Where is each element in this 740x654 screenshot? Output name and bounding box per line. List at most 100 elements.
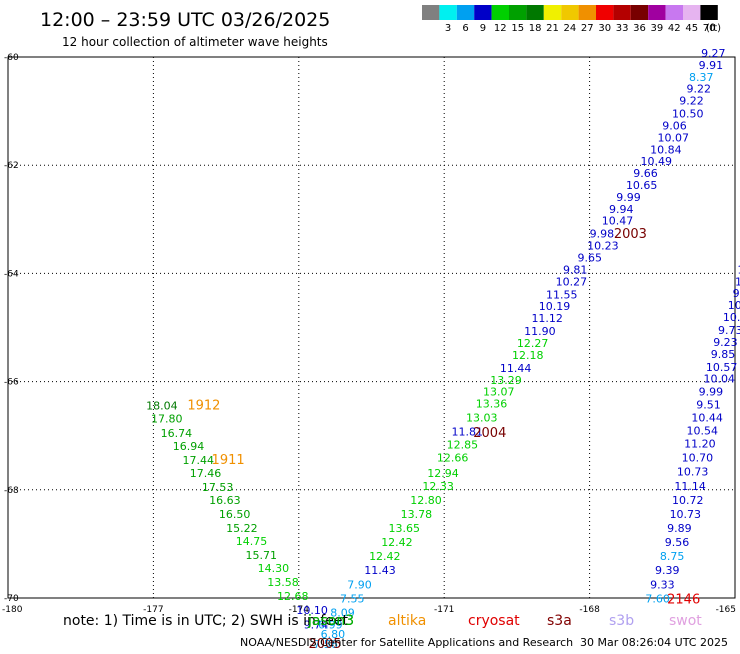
chart-subtitle: 12 hour collection of altimeter wave hei… [62, 35, 328, 49]
pass-time-label: 2005 [308, 637, 341, 650]
wave-height-label: 9.23 [713, 336, 738, 349]
wave-height-label: 9.33 [650, 578, 675, 591]
wave-height-points: 9.279.918.379.229.2210.509.0610.0710.841… [146, 47, 740, 651]
wave-height-label: 7.56 [313, 638, 338, 650]
x-tick-label: -168 [579, 605, 600, 615]
wave-height-label: 9.56 [665, 536, 690, 549]
wave-height-label: 12.42 [381, 536, 413, 549]
x-axis-ticks: -180 -177 -174 -171 -168 -165 [2, 605, 736, 615]
wave-height-label: 10.57 [706, 361, 738, 374]
wave-height-label: 11.81 [451, 426, 483, 439]
wave-height-label: 13.58 [267, 576, 299, 589]
wave-height-label: 15.22 [226, 522, 258, 535]
satellite-name: jason3 [307, 613, 354, 629]
wave-height-label: 13.29 [490, 374, 522, 387]
wave-height-label: 11.44 [500, 362, 531, 375]
legend-swatch-label: 70 [703, 23, 716, 34]
legend-swatch-label: 24 [564, 23, 577, 34]
legend-swatch-label: 36 [633, 23, 646, 34]
pass-time-label: 2004 [473, 426, 506, 441]
legend-swatch [474, 5, 492, 20]
wave-height-label: 12.80 [410, 494, 442, 507]
wave-height-label: 9.39 [655, 564, 680, 577]
satellite-name: s3a [547, 613, 572, 629]
wave-height-label: 17.80 [151, 413, 183, 426]
legend-swatch-label: 15 [511, 23, 524, 34]
y-tick-label: -62 [4, 161, 19, 171]
legend-swatch [526, 5, 544, 20]
wave-height-label: 9.74 [304, 618, 329, 631]
wave-height-label: 10.73 [677, 466, 709, 479]
wave-height-label: 10.33 [728, 299, 740, 312]
legend-swatch [509, 5, 527, 20]
wave-height-label: 11.20 [684, 438, 716, 451]
wave-height-label: 17.46 [190, 467, 222, 480]
footer-timestamp: 30 Mar 08:26:04 UTC 2025 [580, 636, 728, 649]
wave-height-label: 12.66 [437, 452, 469, 465]
wave-height-label: 10.23 [587, 240, 619, 253]
wave-height-label: 6.99 [318, 618, 343, 631]
pass-time-label: 1911 [212, 453, 245, 468]
wave-height-label: 10.84 [650, 143, 682, 156]
pass-time-label: 2146 [667, 592, 700, 607]
wave-height-label: 10.49 [640, 155, 672, 168]
wave-height-label: 10.04 [703, 373, 735, 386]
legend-swatch [596, 5, 614, 20]
wave-height-label: 12.68 [277, 590, 309, 603]
y-tick-label: -64 [4, 269, 19, 279]
chart-title: 12:00 – 23:59 UTC 03/26/2025 [40, 9, 330, 31]
wave-height-label: 8.09 [330, 606, 355, 619]
wave-height-label: 11.55 [546, 288, 578, 301]
wave-height-label: 16.74 [161, 427, 193, 440]
wave-height-label: 10.29 [735, 275, 740, 288]
wave-height-label: 9.27 [701, 47, 726, 60]
legend-swatch-label: 42 [668, 23, 681, 34]
satellite-name: cryosat [468, 613, 520, 629]
satellite-name: swot [669, 613, 702, 629]
wave-height-label: 7.55 [340, 592, 365, 605]
satellite-name: altika [388, 613, 426, 629]
x-tick-label: -171 [434, 605, 454, 615]
legend-swatch [578, 5, 596, 20]
y-tick-label: -66 [4, 378, 19, 388]
wave-height-label: 11.43 [364, 564, 396, 577]
legend-swatch [683, 5, 701, 20]
x-tick-label: -180 [2, 605, 23, 615]
legend-swatch [439, 5, 457, 20]
legend-swatch-label: 9 [480, 23, 486, 34]
wave-height-label: 12.27 [517, 337, 549, 350]
y-axis-ticks: -60 -62 -64 -66 -68 -70 [4, 53, 19, 604]
wave-height-label: 9.51 [696, 399, 721, 412]
wave-height-label: 13.07 [483, 386, 515, 399]
legend-swatch [543, 5, 562, 20]
wave-height-label: 9.81 [563, 263, 588, 276]
wave-height-label: 14.75 [236, 535, 268, 548]
wave-height-label: 10.70 [682, 452, 714, 465]
legend-swatch [561, 5, 579, 20]
legend-swatch-label: 18 [529, 23, 542, 34]
wave-height-label: 8.37 [689, 71, 714, 84]
wave-height-label: 16.94 [173, 440, 205, 453]
legend-swatch [630, 5, 649, 20]
legend-swatch-label: 30 [598, 23, 611, 34]
wave-height-label: 9.22 [679, 95, 704, 108]
legend-swatch-label: 6 [462, 23, 468, 34]
wave-height-label: 9.91 [699, 59, 724, 72]
legend-swatch [456, 5, 475, 20]
wave-height-label: 16.50 [219, 508, 251, 521]
wave-height-label: 13.03 [466, 412, 498, 425]
legend-swatch-label: 39 [651, 23, 664, 34]
wave-height-label: 9.65 [577, 251, 602, 264]
wave-height-label: 10.47 [602, 215, 634, 228]
wave-height-label: 7.60 [645, 592, 670, 605]
legend-swatch-label: 27 [581, 23, 594, 34]
wave-height-label: 10.19 [539, 300, 571, 313]
wave-height-label: 12.33 [422, 480, 454, 493]
color-scale-legend: 3 6 9 12 15 18 21 24 27 30 33 36 39 42 45 70 [422, 5, 718, 34]
wave-height-label: 9.66 [633, 167, 658, 180]
plot-frame [7, 56, 736, 599]
legend-swatch [700, 5, 718, 20]
x-tick-label: -165 [716, 605, 736, 615]
legend-unit: (ft) [706, 23, 721, 34]
